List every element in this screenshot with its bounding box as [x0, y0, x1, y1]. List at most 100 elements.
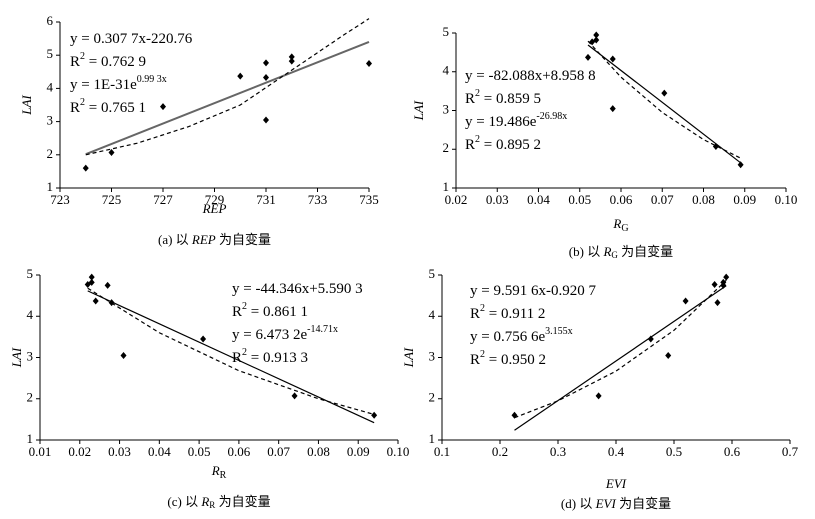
annotation-sup: 0.99 3x — [137, 74, 167, 85]
data-point — [160, 103, 166, 111]
annotation: R2 = 0.861 1 — [232, 301, 308, 320]
x-axis-label: REP — [202, 201, 227, 216]
annotation: R2 = 0.859 5 — [465, 88, 541, 107]
caption-sub: G — [611, 250, 618, 260]
caption-var: R — [602, 244, 611, 259]
annotation-sup: 2 — [480, 349, 485, 360]
y-tick-label: 2 — [27, 390, 34, 405]
data-point — [593, 31, 600, 39]
annotation: y = 6.473 2e-14.71x — [232, 324, 338, 343]
annotation-text: y = 9.591 6x-0.920 7 — [470, 283, 596, 299]
data-point — [82, 164, 89, 172]
annotation: y = 0.756 6e3.155x — [470, 326, 573, 345]
data-point — [682, 297, 689, 305]
y-tick-label: 4 — [47, 79, 54, 94]
y-tick-label: 6 — [47, 13, 54, 28]
fit-line — [87, 290, 375, 424]
x-axis-label-sub: R — [220, 470, 227, 481]
panel: 0.01 0.02 0.03 0.04 0.05 0.06 0.07 0.08 0.09 0.10… — [9, 266, 409, 510]
caption-var: EVI — [595, 496, 617, 511]
caption-suffix: 为自变量 — [216, 232, 271, 247]
caption-prefix: (c) 以 — [167, 494, 201, 509]
annotation-text: y = 0.756 6e — [470, 329, 545, 345]
data-point — [88, 273, 95, 281]
data-point — [609, 55, 616, 63]
data-point — [665, 351, 672, 359]
annotation-text: R — [465, 91, 475, 107]
annotation-sup: -26.98x — [536, 111, 567, 122]
x-tick-label: 0.05 — [568, 192, 591, 207]
annotation-text: = 0.861 1 — [247, 304, 308, 320]
caption-prefix: (d) 以 — [561, 496, 596, 511]
annotation-sup: 2 — [480, 303, 485, 314]
x-tick-label: 735 — [359, 192, 379, 207]
annotation-sup: 3.155x — [545, 326, 573, 337]
annotation-text: = 0.911 2 — [485, 306, 545, 322]
x-tick-label: 725 — [102, 192, 122, 207]
data-point — [511, 411, 518, 419]
caption: (d) 以 EVI 为自变量 — [561, 496, 671, 511]
y-axis-label: LAI — [9, 347, 24, 368]
annotation-text: R — [470, 306, 480, 322]
caption-prefix: (a) 以 — [158, 232, 192, 247]
caption-prefix: (b) 以 — [569, 244, 604, 259]
annotation: y = 1E-31e0.99 3x — [70, 74, 167, 93]
x-tick-label: 0.3 — [550, 444, 566, 459]
fit-line — [85, 40, 370, 156]
y-axis-label: LAI — [401, 347, 416, 368]
x-tick-label: 0.04 — [148, 444, 171, 459]
y-tick-label: 3 — [47, 113, 54, 128]
x-tick-label: 0.09 — [347, 444, 370, 459]
x-tick-label: 0.10 — [775, 192, 798, 207]
annotation-sup: 2 — [242, 301, 247, 312]
annotation: R2 = 0.895 2 — [465, 134, 541, 153]
x-tick-label: 0.2 — [492, 444, 508, 459]
y-tick-label: 4 — [27, 307, 34, 322]
caption-var: R — [200, 494, 209, 509]
fit-line — [87, 287, 375, 416]
x-axis-label-sub: G — [621, 223, 628, 234]
data-point — [371, 411, 378, 419]
annotation-text: y = 6.473 2e — [232, 327, 307, 343]
fit-line — [85, 18, 370, 156]
x-tick-label: 0.7 — [782, 444, 799, 459]
x-tick-label: 727 — [153, 192, 173, 207]
y-tick-label: 4 — [443, 63, 450, 78]
annotation: R2 = 0.950 2 — [470, 349, 546, 368]
x-tick-label: 0.08 — [307, 444, 330, 459]
x-axis-label-text: R — [612, 216, 621, 231]
y-tick-label: 5 — [429, 266, 436, 281]
y-tick-label: 2 — [443, 140, 450, 155]
y-tick-label: 5 — [443, 24, 450, 39]
y-tick-label: 1 — [47, 179, 54, 194]
x-tick-label: 0.05 — [188, 444, 211, 459]
caption: (b) 以 RG 为自变量 — [569, 244, 673, 260]
annotation-text: = 0.762 9 — [85, 54, 146, 70]
data-point — [737, 161, 744, 169]
x-tick-label: 0.03 — [486, 192, 509, 207]
annotation: y = 0.307 7x-220.76 — [70, 31, 193, 47]
x-tick-label: 0.4 — [608, 444, 625, 459]
annotation: y = -44.346x+5.590 3 — [232, 281, 363, 297]
data-point — [647, 335, 654, 343]
data-point — [263, 73, 269, 81]
data-point — [263, 59, 269, 67]
fit-line — [514, 285, 727, 431]
x-tick-label: 0.06 — [228, 444, 251, 459]
y-tick-label: 5 — [47, 46, 54, 61]
data-point — [712, 143, 719, 151]
annotation-text: y = 1E-31e — [70, 77, 137, 93]
data-point — [661, 89, 668, 97]
caption-sub: R — [209, 500, 215, 510]
annotation-text: y = 19.486e — [465, 114, 537, 130]
y-axis-label: LAI — [411, 100, 426, 121]
data-point — [263, 116, 269, 124]
data-point — [714, 299, 721, 307]
x-tick-label: 0.09 — [733, 192, 756, 207]
x-tick-label: 0.01 — [29, 444, 52, 459]
data-point — [120, 351, 127, 359]
x-tick-label: 0.02 — [68, 444, 91, 459]
data-point — [288, 53, 295, 61]
data-point — [88, 278, 95, 286]
